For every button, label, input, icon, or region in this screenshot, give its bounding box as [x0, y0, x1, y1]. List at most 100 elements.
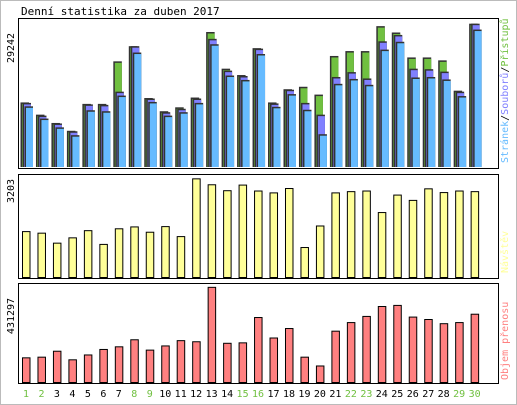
mid-bars-day-25 [393, 194, 402, 278]
bot-bars-day-15 [238, 342, 248, 383]
top-bar-stránek-day-9 [149, 103, 157, 167]
top-bar-stránek-day-8 [134, 54, 142, 168]
top-panel-legend: Stránek/Souborů/Přístupů [499, 18, 511, 163]
bot-bars-day-3 [52, 350, 62, 384]
bot-bars-day-25 [393, 304, 402, 383]
day-label-11: 11 [175, 389, 187, 400]
day-label-29: 29 [453, 389, 465, 400]
bot-bars-day-18 [284, 328, 294, 384]
top-bar-stránek-day-5 [87, 111, 95, 167]
top-bar-stránek-day-3 [56, 128, 64, 167]
bot-bars-day-29 [455, 322, 464, 383]
top-bar-stránek-day-24 [381, 51, 389, 167]
day-label-15: 15 [237, 389, 249, 400]
mid-bars-day-6 [99, 243, 108, 278]
bot-bars-day-30 [470, 313, 480, 383]
top-bar-stránek-day-29 [459, 97, 467, 167]
bot-bars-day-4 [68, 359, 77, 384]
bottom-panel: 431297 Objem přenosu [6, 283, 511, 384]
bot-bars-day-12 [192, 341, 201, 384]
bot-bars-day-9 [145, 349, 155, 383]
top-legend-part-3: / [500, 67, 511, 73]
mid-bars-day-16 [254, 190, 263, 278]
bot-bars-day-11 [176, 340, 186, 383]
bot-bars-day-17 [269, 337, 279, 383]
top-bar-stránek-day-17 [273, 108, 281, 167]
day-label-12: 12 [190, 389, 202, 400]
bot-bars-day-6 [99, 348, 108, 383]
mid-bars-day-19 [300, 247, 309, 278]
mid-bars-day-14 [223, 190, 232, 279]
mid-bars-day-4 [68, 237, 77, 278]
top-bar-stránek-day-12 [196, 104, 204, 167]
day-label-24: 24 [376, 389, 388, 400]
bottom-panel-max-label: 431297 [6, 298, 17, 334]
middle-panel-max-label: 3203 [6, 179, 17, 203]
day-label-4: 4 [69, 389, 75, 400]
top-bar-stránek-day-28 [443, 80, 451, 167]
top-bar-stránek-day-30 [474, 31, 482, 167]
top-bar-stránek-day-4 [72, 136, 80, 167]
top-bar-stránek-day-7 [118, 97, 126, 167]
mid-bars-day-23 [362, 190, 371, 278]
day-label-13: 13 [206, 389, 218, 400]
mid-bars-day-5 [83, 230, 93, 278]
day-label-14: 14 [221, 389, 233, 400]
top-panel: 29242 Stránek/Souborů/Přístupů [6, 18, 511, 169]
bot-bars-day-20 [315, 365, 325, 384]
mid-bars-day-3 [52, 242, 62, 278]
mid-bars-day-7 [114, 228, 124, 278]
bottom-panel-legend: Objem přenosu [499, 302, 511, 380]
top-bar-stránek-day-27 [428, 78, 436, 167]
bot-bars-day-23 [362, 315, 371, 384]
top-bar-stránek-day-19 [304, 111, 312, 167]
top-bar-stránek-day-10 [165, 117, 173, 167]
mid-bars-day-2 [37, 232, 46, 279]
mid-bars-day-12 [192, 178, 201, 279]
day-label-5: 5 [85, 389, 91, 400]
top-legend-part-4: Přístupů [499, 18, 511, 66]
mid-bars-day-13 [207, 184, 217, 278]
top-bar-stránek-day-14 [227, 77, 235, 167]
top-bar-stránek-day-26 [412, 78, 420, 167]
day-label-1: 1 [23, 389, 29, 400]
top-bar-stránek-day-15 [242, 81, 250, 167]
top-legend-part-0: Stránek [499, 121, 511, 163]
day-label-3: 3 [54, 389, 60, 400]
mid-bars-day-30 [470, 191, 480, 278]
day-label-6: 6 [100, 389, 106, 400]
mid-bars-day-9 [145, 231, 155, 278]
mid-bars-day-11 [176, 236, 186, 279]
day-label-8: 8 [131, 389, 137, 400]
top-bar-stránek-day-25 [397, 43, 405, 168]
bot-bars-day-28 [439, 323, 449, 384]
mid-bars-day-22 [346, 191, 356, 278]
bot-bars-day-22 [346, 322, 356, 383]
mid-bars-day-26 [408, 199, 418, 278]
mid-bars-day-20 [315, 225, 325, 278]
mid-bars-day-29 [455, 190, 464, 278]
bot-bars-day-26 [408, 316, 418, 384]
top-bar-stránek-day-18 [288, 95, 296, 167]
day-label-26: 26 [407, 389, 419, 400]
bot-bars-day-2 [37, 356, 46, 384]
bot-bars-day-5 [83, 354, 93, 383]
mid-bars-day-27 [424, 188, 433, 279]
day-label-22: 22 [345, 389, 357, 400]
top-bar-stránek-day-23 [366, 86, 374, 167]
top-bar-stránek-day-6 [103, 112, 111, 167]
mid-bars-day-10 [161, 226, 170, 279]
bottom-bars [22, 286, 480, 384]
day-label-2: 2 [38, 389, 44, 400]
day-label-20: 20 [314, 389, 326, 400]
day-label-19: 19 [298, 389, 310, 400]
top-bar-stránek-day-21 [335, 85, 343, 167]
day-label-30: 30 [469, 389, 481, 400]
bot-bars-day-8 [130, 339, 139, 384]
top-bar-stránek-day-13 [211, 45, 219, 168]
bot-bars-day-27 [424, 319, 433, 383]
top-bar-stránek-day-22 [350, 80, 358, 167]
top-bar-stránek-day-16 [258, 55, 266, 167]
day-label-21: 21 [329, 389, 341, 400]
